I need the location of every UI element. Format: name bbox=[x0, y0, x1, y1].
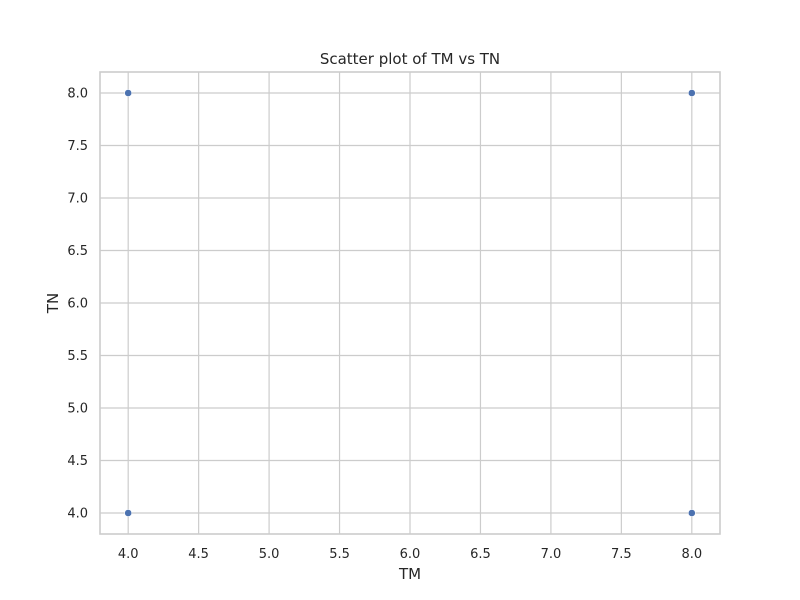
y-tick-label: 6.5 bbox=[67, 244, 88, 259]
x-axis-label: TM bbox=[398, 565, 421, 583]
y-tick-label: 4.5 bbox=[67, 454, 88, 469]
scatter-point bbox=[124, 89, 133, 97]
x-tick-label: 5.5 bbox=[329, 547, 350, 562]
x-tick-label: 6.5 bbox=[470, 547, 491, 562]
chart-title: Scatter plot of TM vs TN bbox=[320, 50, 500, 68]
y-tick-label: 5.5 bbox=[67, 349, 88, 364]
scatter-point bbox=[124, 509, 133, 517]
x-tick-label: 4.0 bbox=[118, 547, 139, 562]
y-tick-label: 6.0 bbox=[67, 297, 88, 312]
plot-frame bbox=[99, 71, 721, 535]
y-tick-labels: 4.0 4.5 5.0 5.5 6.0 6.5 7.0 7.5 8.0 bbox=[67, 87, 88, 522]
y-tick-label: 4.0 bbox=[67, 507, 88, 522]
y-tick-label: 7.5 bbox=[67, 139, 88, 154]
x-tick-label: 6.0 bbox=[400, 547, 421, 562]
y-tick-label: 8.0 bbox=[67, 87, 88, 102]
grid-lines bbox=[100, 72, 720, 534]
scatter-point bbox=[687, 509, 696, 517]
scatter-point bbox=[687, 89, 696, 97]
x-tick-label: 5.0 bbox=[259, 547, 280, 562]
x-tick-label: 7.0 bbox=[541, 547, 562, 562]
x-tick-label: 8.0 bbox=[681, 547, 702, 562]
y-tick-label: 7.0 bbox=[67, 192, 88, 207]
data-points bbox=[124, 89, 696, 517]
y-tick-label: 5.0 bbox=[67, 402, 88, 417]
x-tick-label: 4.5 bbox=[188, 547, 209, 562]
x-tick-label: 7.5 bbox=[611, 547, 632, 562]
y-axis-label: TN bbox=[44, 293, 62, 314]
x-tick-labels: 4.0 4.5 5.0 5.5 6.0 6.5 7.0 7.5 8.0 bbox=[118, 547, 702, 562]
